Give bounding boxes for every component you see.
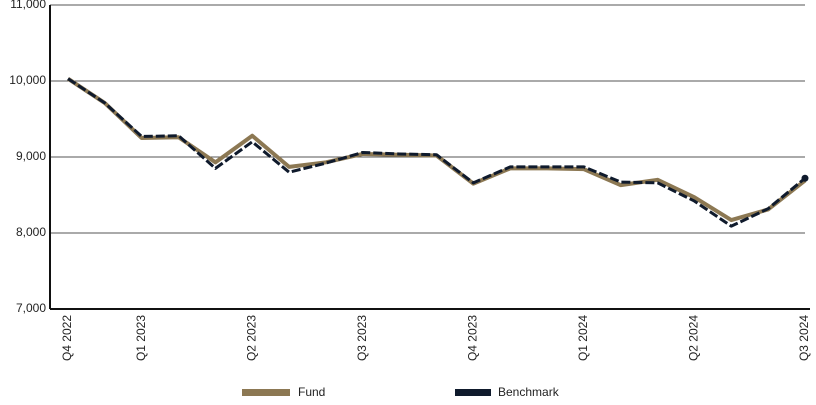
x-tick-label: Q3 2023 xyxy=(355,315,369,361)
y-tick-label: 7,000 xyxy=(16,301,46,315)
x-tick-label: Q4 2023 xyxy=(466,315,480,361)
series-line xyxy=(67,77,806,228)
y-tick-label: 11,000 xyxy=(10,0,46,11)
legend-label: Benchmark xyxy=(498,385,560,399)
legend-swatch xyxy=(242,389,290,396)
y-tick-label: 8,000 xyxy=(16,225,46,239)
x-tick-label: Q2 2024 xyxy=(687,315,701,361)
x-tick-label: Q3 2024 xyxy=(797,315,811,361)
legend-label: Fund xyxy=(298,385,325,399)
x-tick-label: Q1 2024 xyxy=(576,315,590,361)
legend-swatch xyxy=(455,389,491,396)
y-tick-label: 10,000 xyxy=(9,73,46,87)
x-tick-label: Q2 2023 xyxy=(244,315,258,361)
series-line xyxy=(66,77,807,223)
end-point xyxy=(801,174,809,182)
y-tick-label: 9,000 xyxy=(16,149,46,163)
x-tick-label: Q4 2022 xyxy=(60,315,74,361)
x-tick-label: Q1 2023 xyxy=(134,315,148,361)
